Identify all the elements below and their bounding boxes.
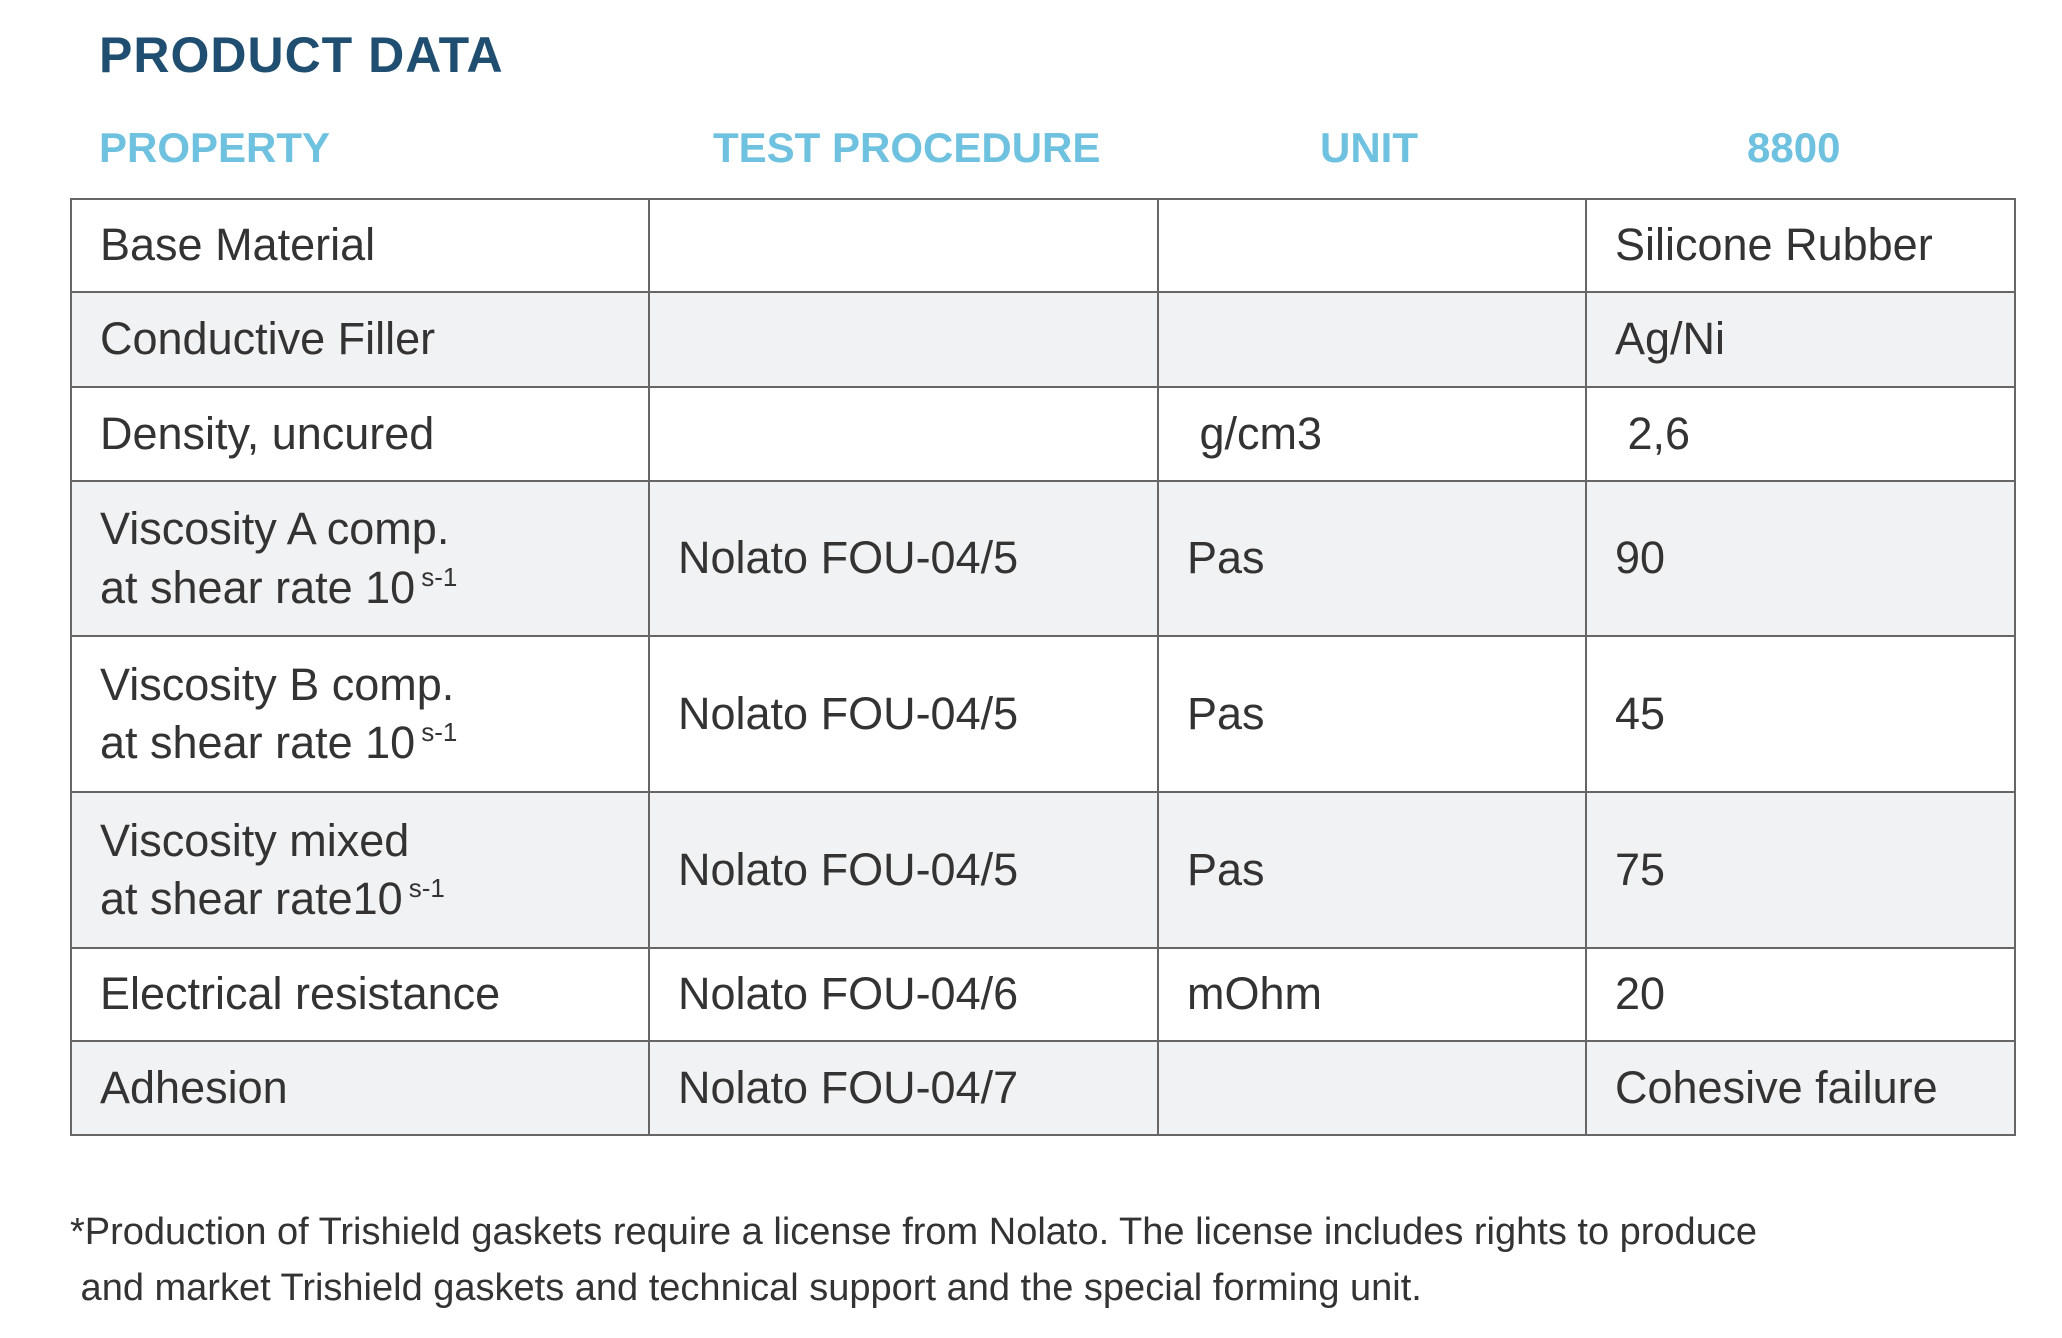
superscript: s-1 xyxy=(421,561,458,592)
cell-test: Nolato FOU-04/6 xyxy=(648,947,1159,1042)
superscript: s-1 xyxy=(421,717,458,747)
page-title: PRODUCT DATA xyxy=(99,27,504,83)
cell-unit xyxy=(1157,1040,1587,1136)
cell-value: 20 xyxy=(1585,947,2016,1042)
cell-value: 2,6 xyxy=(1585,386,2016,482)
cell-test: Nolato FOU-04/5 xyxy=(648,480,1159,637)
table-row: Adhesion Nolato FOU-04/7 Cohesive failur… xyxy=(70,1040,2016,1136)
header-unit: UNIT xyxy=(1320,124,1418,171)
cell-test: Nolato FOU-04/5 xyxy=(648,635,1159,793)
table-row: Density, uncured g/cm3 2,6 xyxy=(70,386,2016,482)
cell-property: Viscosity mixed at shear rate10 s-1 xyxy=(70,791,650,949)
cell-unit: Pas xyxy=(1157,480,1587,637)
cell-value: 90 xyxy=(1585,480,2016,637)
table-row: Viscosity mixed at shear rate10 s-1 Nolato… xyxy=(70,791,2016,949)
cell-property: Conductive Filler xyxy=(70,291,650,388)
cell-unit xyxy=(1157,198,1587,293)
product-data-table: Base Material Silicone Rubber Conductive… xyxy=(70,198,2016,1136)
header-test-procedure: TEST PROCEDURE xyxy=(713,124,1101,171)
cell-test xyxy=(648,291,1159,388)
cell-test xyxy=(648,386,1159,482)
footnote-line-1: *Production of Trishield gaskets require… xyxy=(70,1211,1757,1253)
cell-unit: Pas xyxy=(1157,635,1587,793)
cell-test: Nolato FOU-04/5 xyxy=(648,791,1159,949)
cell-value: Cohesive failure xyxy=(1585,1040,2016,1136)
header-product: 8800 xyxy=(1747,124,1841,171)
cell-value: 75 xyxy=(1585,791,2016,949)
property-line2: at shear rate 10 xyxy=(100,717,416,768)
table-row: Viscosity B comp. at shear rate 10 s-1 Nol… xyxy=(70,635,2016,793)
cell-value: 45 xyxy=(1585,635,2016,793)
footnote-line-2: and market Trishield gaskets and technic… xyxy=(70,1267,1422,1309)
property-line1: Viscosity A comp. xyxy=(100,503,450,554)
cell-value: Ag/Ni xyxy=(1585,291,2016,388)
cell-property: Adhesion xyxy=(70,1040,650,1136)
property-line2: at shear rate10 xyxy=(100,873,403,924)
cell-property: Viscosity B comp. at shear rate 10 s-1 xyxy=(70,635,650,793)
cell-unit xyxy=(1157,291,1587,388)
cell-unit: Pas xyxy=(1157,791,1587,949)
property-line1: Viscosity mixed xyxy=(100,814,410,866)
cell-property: Viscosity A comp. at shear rate 10 s-1 xyxy=(70,480,650,637)
property-line1: Viscosity B comp. xyxy=(100,658,455,710)
table-row: Electrical resistance Nolato FOU-04/6 mO… xyxy=(70,947,2016,1042)
superscript: s-1 xyxy=(408,873,445,903)
cell-test xyxy=(648,198,1159,293)
cell-test: Nolato FOU-04/7 xyxy=(648,1040,1159,1136)
table-row: Conductive Filler Ag/Ni xyxy=(70,291,2016,388)
footnote: *Production of Trishield gaskets require… xyxy=(70,1204,2030,1316)
cell-property: Base Material xyxy=(70,198,650,293)
property-line2: at shear rate 10 xyxy=(100,561,416,613)
cell-property: Electrical resistance xyxy=(70,947,650,1042)
cell-value: Silicone Rubber xyxy=(1585,198,2016,293)
table-row: Viscosity A comp. at shear rate 10 s-1 Nol… xyxy=(70,480,2016,637)
header-property: PROPERTY xyxy=(99,124,331,171)
cell-unit: g/cm3 xyxy=(1157,386,1587,482)
cell-property: Density, uncured xyxy=(70,386,650,482)
table-row: Base Material Silicone Rubber xyxy=(70,198,2016,293)
cell-unit: mOhm xyxy=(1157,947,1587,1042)
